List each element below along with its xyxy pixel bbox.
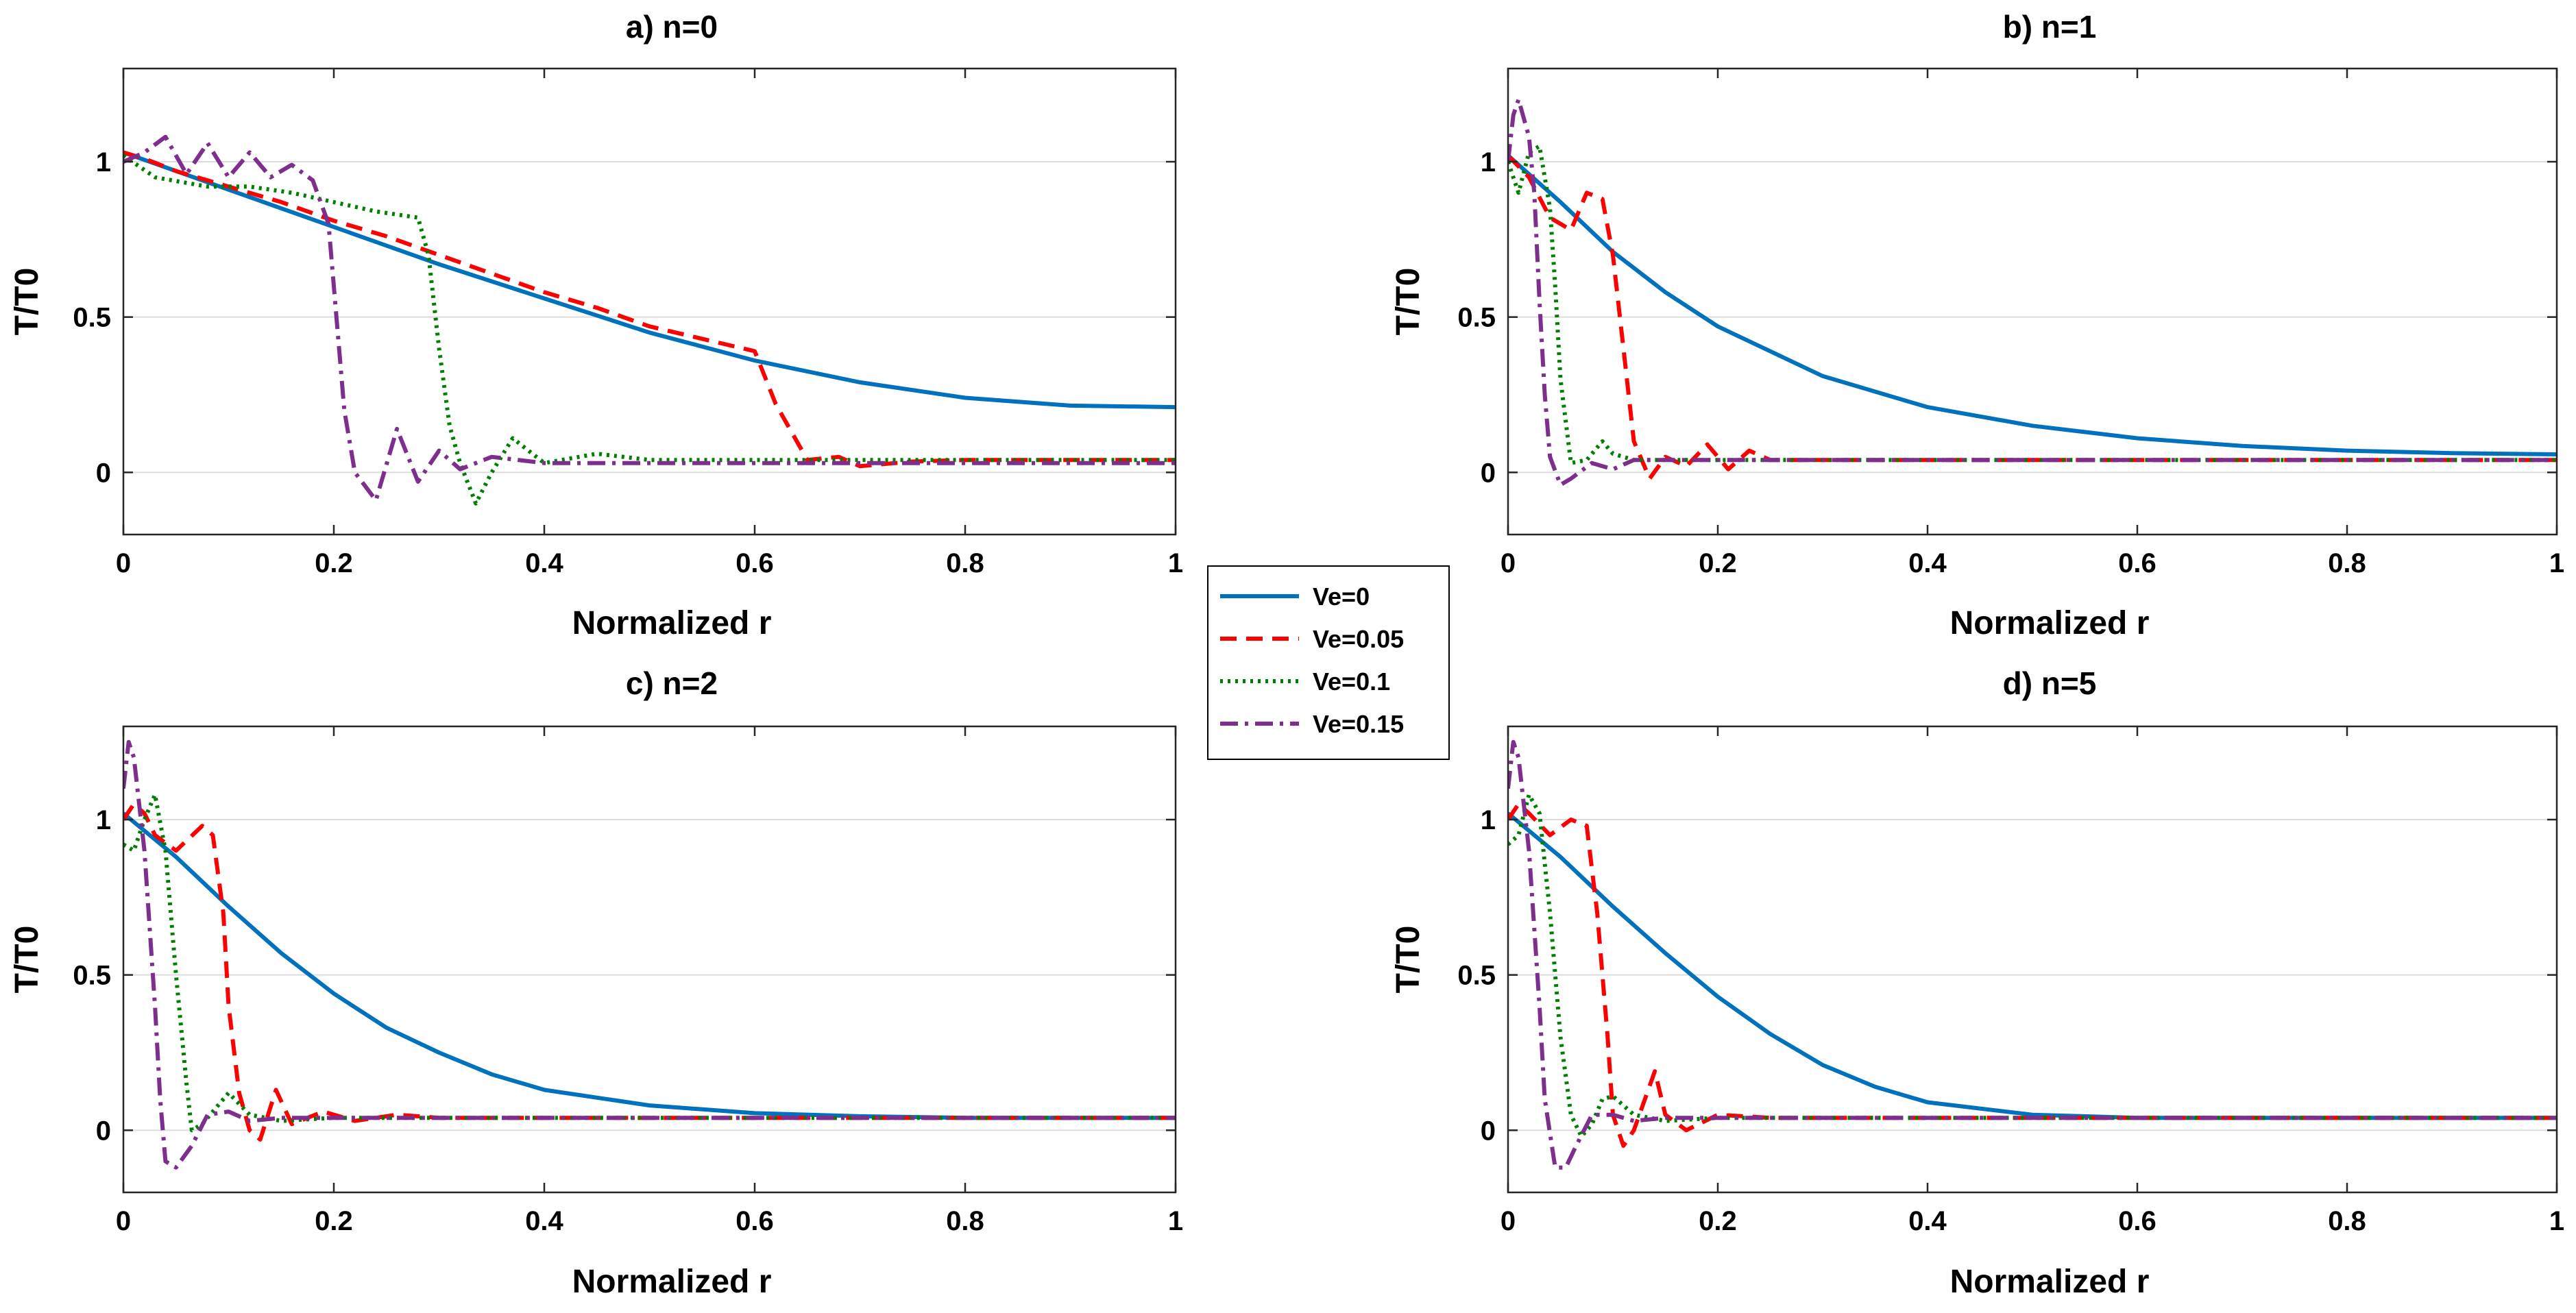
subplot-b-xtick-label: 1 (2549, 548, 2564, 578)
subplot-b-xtick-label: 0.2 (1699, 548, 1737, 578)
subplot-b-axes-box (1507, 67, 2558, 536)
subplot-b-xtick-label: 0 (1500, 548, 1516, 578)
subplot-d-ytick-label: 0.5 (1457, 961, 1496, 991)
subplot-b-ytick-label: 0.5 (1457, 303, 1496, 333)
subplot-d-xtick-label: 1 (2549, 1206, 2564, 1236)
subplot-b-series-ve-0-05 (1508, 154, 2557, 481)
subplot-a: a) n=0 Normalized r T/T0 0 0.2 0.4 0.6 0.8 1 0… (9, 9, 1183, 641)
subplot-a-ytick-label: 0 (96, 458, 111, 488)
subplot-b-xtick-label: 0.6 (2118, 548, 2156, 578)
subplot-a-xtick-label: 0.2 (315, 548, 353, 578)
subplot-c-series-ve-0-15 (123, 739, 1176, 1170)
subplot-a-ytick-label: 1 (96, 147, 111, 177)
subplot-c-series-ve-0-05 (123, 802, 1176, 1142)
subplot-c-xtick-label: 0.4 (525, 1206, 563, 1236)
subplot-c-ylabel: T/T0 (9, 926, 45, 994)
subplot-a-series-ve-0-15 (123, 134, 1176, 503)
subplot-d-plot-area (1508, 726, 2557, 1192)
legend-entry: Ve=0 (1220, 582, 1370, 611)
subplot-c-xlabel: Normalized r (572, 1264, 772, 1300)
subplot-d-xtick-label: 0.4 (1908, 1206, 1947, 1236)
subplot-c-xtick-label: 0.2 (315, 1206, 353, 1236)
subplot-d-xtick-label: 0.6 (2118, 1206, 2156, 1236)
subplot-a-axes-box (122, 67, 1177, 536)
subplot-b-series-ve-0-15 (1508, 97, 2557, 487)
subplot-b: b) n=1 Normalized r T/T0 0 0.2 0.4 0.6 0.8 1 0… (1390, 9, 2564, 641)
subplot-a-xtick-label: 0 (116, 548, 131, 578)
subplot-d-axes-box (1507, 725, 2558, 1194)
subplot-c: c) n=2 Normalized r T/T0 0 0.2 0.4 0.6 0.8 1 0… (9, 665, 1183, 1300)
legend: Ve=0 Ve=0.05 Ve=0.1 Ve=0.15 (1207, 565, 1450, 760)
subplot-c-plot-area (123, 726, 1176, 1192)
subplot-b-ylabel: T/T0 (1390, 268, 1426, 336)
subplot-b-xlabel: Normalized r (1950, 605, 2150, 641)
subplot-c-title: c) n=2 (626, 665, 718, 701)
subplot-c-xtick-label: 0.8 (946, 1206, 984, 1236)
subplot-a-ytick-label: 0.5 (73, 303, 111, 333)
subplot-c-xtick-label: 0 (116, 1206, 131, 1236)
legend-label: Ve=0.1 (1313, 667, 1390, 696)
subplot-a-series-ve-0-1 (123, 154, 1176, 506)
subplot-b-plot-area (1508, 69, 2557, 535)
subplot-a-title: a) n=0 (626, 9, 718, 45)
subplot-a-xlabel: Normalized r (572, 605, 772, 641)
subplot-c-ytick-label: 0.5 (73, 961, 111, 991)
subplot-c-xtick-label: 1 (1168, 1206, 1183, 1236)
subplot-d-series-ve-0-1 (1508, 792, 2557, 1139)
subplot-a-ylabel: T/T0 (9, 268, 45, 336)
subplot-c-axes-box (122, 725, 1177, 1194)
legend-label: Ve=0.15 (1313, 710, 1404, 738)
subplot-b-xtick-label: 0.4 (1908, 548, 1947, 578)
subplot-d: d) n=5 Normalized r T/T0 0 0.2 0.4 0.6 0.8 1 0… (1390, 665, 2564, 1300)
subplot-d-xtick-label: 0.8 (2328, 1206, 2366, 1236)
subplot-d-xtick-label: 0 (1500, 1206, 1516, 1236)
subplot-d-series-ve-0-15 (1508, 739, 2557, 1170)
subplot-b-ytick-label: 0 (1481, 458, 1496, 488)
legend-entry: Ve=0.1 (1220, 667, 1390, 696)
subplot-a-xtick-label: 0.6 (736, 548, 774, 578)
legend-entry: Ve=0.15 (1220, 710, 1404, 738)
subplot-a-xtick-label: 0.4 (525, 548, 563, 578)
subplot-d-xlabel: Normalized r (1950, 1264, 2150, 1300)
subplot-d-title: d) n=5 (2003, 665, 2097, 701)
subplot-a-xtick-label: 1 (1168, 548, 1183, 578)
subplot-b-ytick-label: 1 (1481, 147, 1496, 177)
subplot-d-ylabel: T/T0 (1390, 926, 1426, 994)
subplot-a-series-ve-0 (123, 150, 1176, 410)
subplot-d-ytick-label: 0 (1481, 1116, 1496, 1146)
subplot-b-title: b) n=1 (2003, 9, 2097, 45)
legend-label: Ve=0 (1313, 582, 1370, 611)
subplot-a-series-ve-0-05 (123, 150, 1176, 469)
subplot-c-xtick-label: 0.6 (736, 1206, 774, 1236)
legend-entry: Ve=0.05 (1220, 625, 1404, 653)
subplot-d-xtick-label: 0.2 (1699, 1206, 1737, 1236)
subplot-a-xtick-label: 0.8 (946, 548, 984, 578)
subplot-c-ytick-label: 0 (96, 1116, 111, 1146)
subplot-b-xtick-label: 0.8 (2328, 548, 2366, 578)
subplot-a-plot-area (123, 69, 1176, 535)
legend-label: Ve=0.05 (1313, 625, 1404, 653)
subplot-c-ytick-label: 1 (96, 805, 111, 835)
subplot-c-series-ve-0 (123, 811, 1176, 1120)
subplot-d-ytick-label: 1 (1481, 805, 1496, 835)
